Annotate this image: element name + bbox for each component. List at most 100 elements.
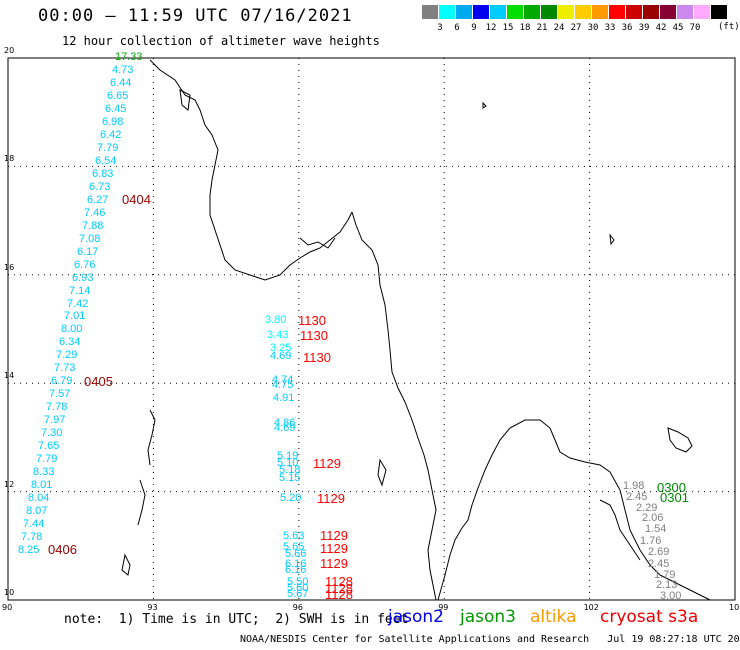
colorbar-tick-label: 70 xyxy=(689,23,701,33)
colorbar-swatch xyxy=(558,5,574,19)
colorbar-swatch xyxy=(473,5,489,19)
colorbar-swatch xyxy=(643,5,659,19)
island-andaman-2 xyxy=(137,479,146,526)
wave-height-label: 4.69 xyxy=(274,422,296,434)
wave-height-label: 7.97 xyxy=(44,414,66,426)
wave-height-label: 6.45 xyxy=(105,103,127,115)
pass-time-label: 1130 xyxy=(303,350,331,365)
footnote: note: 1) Time is in UTC; 2) SWH is in fe… xyxy=(64,612,409,627)
wave-height-label: 8.01 xyxy=(31,479,53,491)
wave-height-label: 7.79 xyxy=(97,142,119,154)
colorbar-tick-label: 6 xyxy=(454,23,460,33)
lat-tick-label: 20 xyxy=(4,46,15,55)
wave-height-label: 7.57 xyxy=(49,388,71,400)
wave-height-label: 5.19 xyxy=(277,450,299,462)
wave-height-label: 5.15 xyxy=(279,472,301,484)
wave-height-label: 4.74 xyxy=(272,374,294,386)
colorbar-swatch xyxy=(711,5,727,19)
map-subtitle: 12 hour collection of altimeter wave hei… xyxy=(62,34,380,48)
wave-height-label: 6.44 xyxy=(110,77,132,89)
wave-height-label: 6.42 xyxy=(100,129,122,141)
wave-height-label: 2.69 xyxy=(648,546,670,558)
wave-height-label: 7.73 xyxy=(54,362,76,374)
colorbar-tick-label: 12 xyxy=(485,23,497,33)
lon-tick-label: 90 xyxy=(2,603,13,612)
wave-height-label: 7.78 xyxy=(46,401,68,413)
wave-height-label: 6.17 xyxy=(77,246,99,258)
wave-height-label: 7.42 xyxy=(67,298,89,310)
wave-height-label: 6.98 xyxy=(102,116,124,128)
colorbar-swatch xyxy=(439,5,455,19)
wave-height-label: 2.29 xyxy=(636,502,658,514)
credit-footer: NOAA/NESDIS Center for Satellite Applica… xyxy=(240,634,740,645)
wave-height-label: 6.65 xyxy=(107,90,129,102)
wave-height-label: 1.98 xyxy=(623,480,645,492)
coastline-myanmar-west xyxy=(149,59,353,281)
map-frame xyxy=(7,57,736,601)
wave-height-label: 5.67 xyxy=(287,588,309,600)
lat-tick-label: 12 xyxy=(4,479,15,489)
wave-height-label: 6.83 xyxy=(92,168,114,180)
colorbar-swatch xyxy=(456,5,472,19)
wave-height-label: 8.33 xyxy=(33,466,55,478)
colorbar-swatch xyxy=(694,5,710,19)
wave-height-label: 7.46 xyxy=(84,207,106,219)
colorbar-tick-label: 9 xyxy=(471,23,477,33)
colorbar-swatch xyxy=(592,5,608,19)
wave-height-label: 5.18 xyxy=(279,464,301,476)
wave-height-label: 2.45 xyxy=(648,558,670,570)
wave-height-label: 4.75 xyxy=(272,379,294,391)
pass-time-label: 1130 xyxy=(298,313,326,328)
wave-height-label: 7.78 xyxy=(21,531,43,543)
pass-time-label: 1128 xyxy=(325,587,353,602)
colorbar-tick-label: 24 xyxy=(553,23,565,33)
wave-height-label: 8.00 xyxy=(61,323,83,335)
legend-jason2: jason2 xyxy=(388,607,444,627)
wave-height-label: 7.44 xyxy=(23,518,45,530)
wave-height-label: 5.20 xyxy=(280,492,302,504)
wave-height-label: 7.88 xyxy=(82,220,104,232)
wave-height-label: 1.79 xyxy=(654,569,676,581)
lon-tick-label: 93 xyxy=(147,603,158,612)
pass-time-label: 0404 xyxy=(122,192,151,207)
map-title: 00:00 — 11:59 UTC 07/16/2021 xyxy=(38,6,353,26)
pass-time-label: 1129 xyxy=(320,556,348,571)
colorbar-tick-label: 3 xyxy=(437,23,443,33)
island-cheduba xyxy=(179,89,191,111)
colorbar-swatch xyxy=(541,5,557,19)
colorbar-tick-label: 15 xyxy=(502,23,514,33)
wave-height-label: 4.69 xyxy=(270,350,292,362)
colorbar-unit: (ft) xyxy=(718,22,740,32)
pass-time-label: 1129 xyxy=(320,528,348,543)
colorbar-swatch xyxy=(677,5,693,19)
wave-height-label: 8.07 xyxy=(26,505,48,517)
wave-height-label: 4.86 xyxy=(274,417,296,429)
wave-height-label: 2.06 xyxy=(642,512,664,524)
colorbar-tick-label: 30 xyxy=(587,23,599,33)
wave-height-label: 3.25 xyxy=(270,342,292,354)
pass-time-label: 1129 xyxy=(320,541,348,556)
island-nicobar xyxy=(121,553,131,576)
pass-time-label: 1129 xyxy=(317,491,345,506)
island-mergui xyxy=(377,458,387,487)
pass-time-label: 1129 xyxy=(313,456,341,471)
coastline xyxy=(121,59,711,601)
lat-tick-label: 18 xyxy=(4,154,15,164)
coastline-tonle-sap xyxy=(667,427,693,453)
lon-tick-label: 99 xyxy=(438,603,449,612)
coastline-irrawaddy-delta xyxy=(299,237,336,249)
pass-time-label: 0406 xyxy=(48,542,77,557)
colorbar-tick-label: 42 xyxy=(655,23,667,33)
wave-height-label: 2.45 xyxy=(626,491,648,503)
wave-height-label: 5.65 xyxy=(283,541,305,553)
wave-height-label: 5.60 xyxy=(287,582,309,594)
colorbar-tick-label: 18 xyxy=(519,23,531,33)
wave-height-label: 5.10 xyxy=(277,457,299,469)
colorbar-swatch xyxy=(609,5,625,19)
pass-time-label: 0301 xyxy=(660,490,689,505)
colorbar-swatch xyxy=(422,5,438,19)
wave-height-label: 5.63 xyxy=(283,530,305,542)
colorbar-swatch xyxy=(524,5,540,19)
wave-height-label: 5.66 xyxy=(285,548,307,560)
